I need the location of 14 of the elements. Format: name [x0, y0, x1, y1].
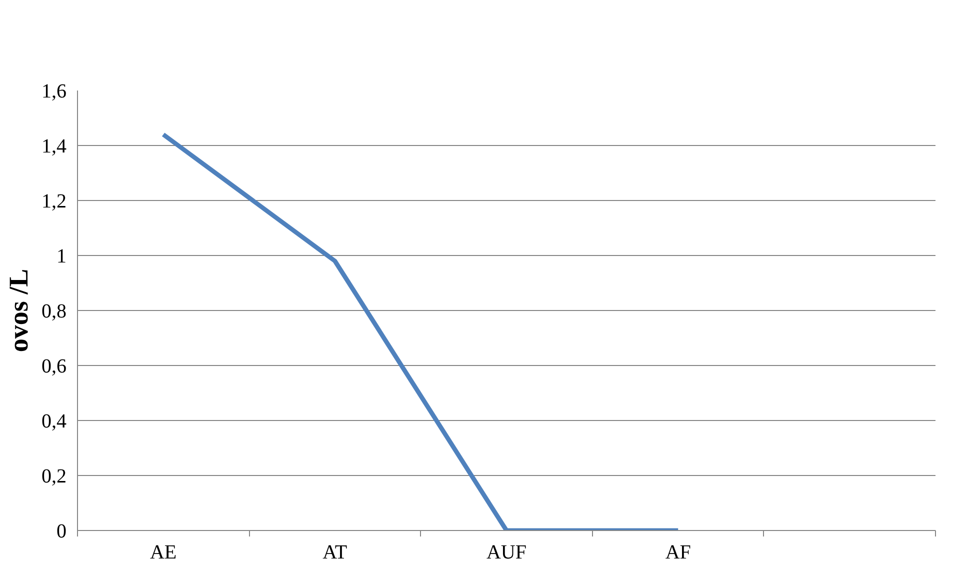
y-tick-label: 1,6: [42, 80, 66, 102]
x-tick-label: AT: [322, 542, 348, 564]
y-tick-label: 0: [56, 520, 66, 542]
y-tick-label: 0,8: [42, 300, 66, 322]
y-tick-label: 0,2: [42, 466, 66, 488]
y-tick-label: 1,4: [42, 136, 66, 158]
x-tick-label: AUF: [486, 542, 527, 564]
y-tick-label: 1: [56, 246, 66, 268]
x-tick-label: AF: [665, 542, 691, 564]
y-tick-label: 1,2: [42, 190, 66, 212]
y-tick-label: 0,4: [42, 410, 66, 432]
y-axis-title: ovos /L: [4, 268, 34, 352]
y-tick-label: 0,6: [42, 356, 66, 378]
x-tick-label: AE: [150, 542, 177, 564]
